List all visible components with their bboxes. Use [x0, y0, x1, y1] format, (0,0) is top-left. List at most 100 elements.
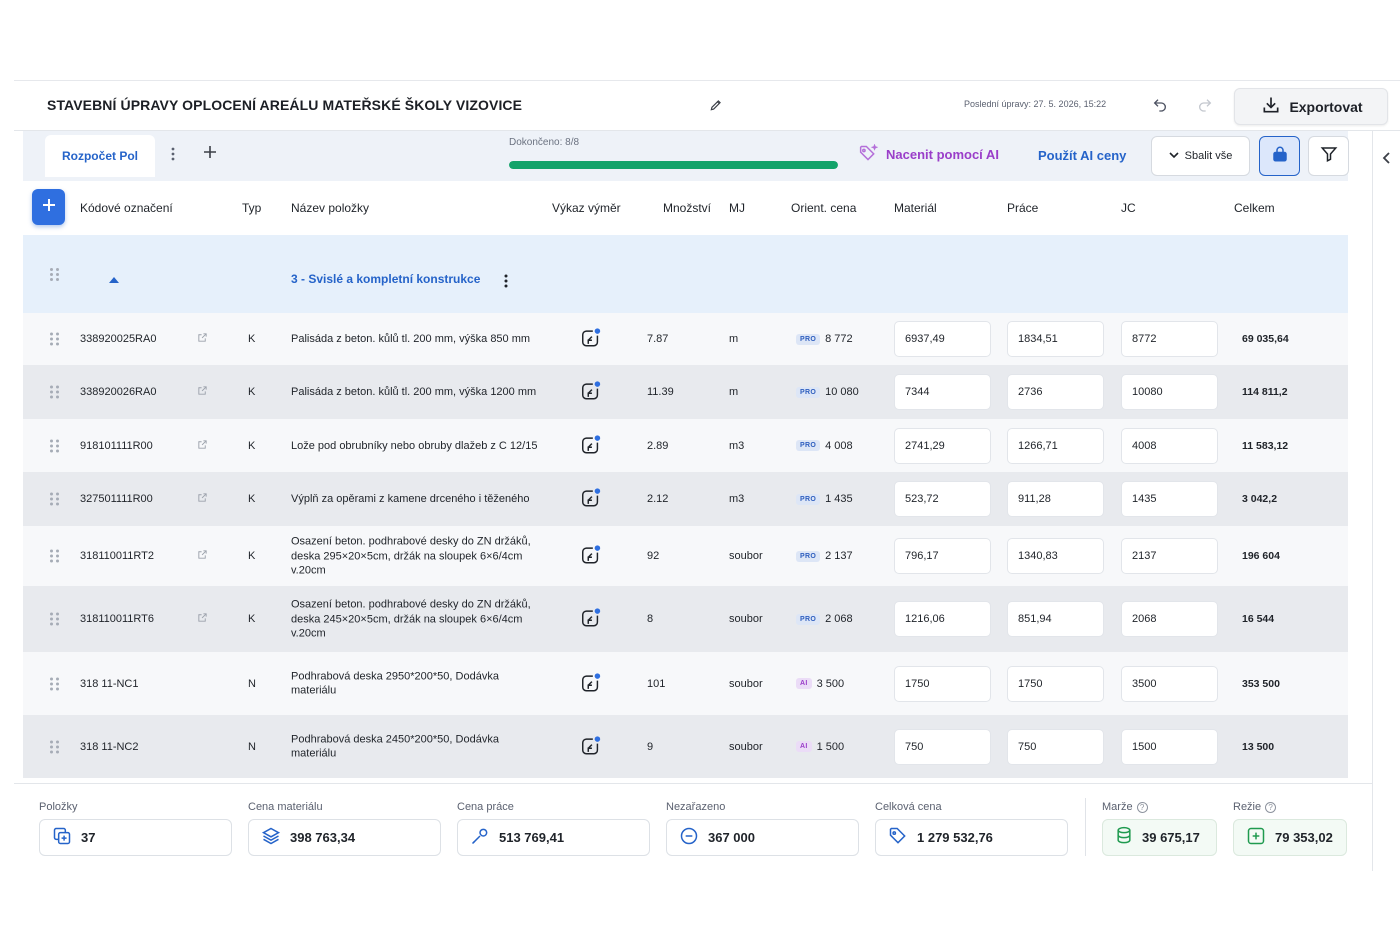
group-title[interactable]: 3 - Svislé a kompletní konstrukce: [291, 272, 481, 286]
unit-price-input[interactable]: 1500: [1121, 728, 1218, 765]
col-material[interactable]: Materiál: [894, 201, 937, 215]
unit-price-input[interactable]: 10080: [1121, 374, 1218, 410]
item-code[interactable]: 318110011RT6: [80, 613, 155, 625]
material-input[interactable]: 523,72: [894, 481, 991, 517]
item-code[interactable]: 338920026RA0: [80, 386, 157, 398]
drag-handle-icon[interactable]: [50, 268, 59, 281]
item-name[interactable]: Osazení beton. podhrabové desky do ZN dr…: [291, 598, 531, 640]
table-row[interactable]: 318 11-NC2 N Podhrabová deska 2450*200*50,…: [23, 715, 1348, 778]
item-code[interactable]: 318 11-NC1: [80, 677, 139, 690]
item-code[interactable]: 318110011RT2: [80, 550, 155, 562]
item-name[interactable]: Výplň za opěrami z kamene drceného i těž…: [291, 492, 530, 505]
labor-input[interactable]: 911,28: [1007, 481, 1104, 517]
measurement-note-icon[interactable]: [580, 433, 602, 458]
item-name[interactable]: Osazení beton. podhrabové desky do ZN dr…: [291, 535, 531, 577]
item-code[interactable]: 327501111R00: [80, 493, 153, 505]
item-code[interactable]: 918101111R00: [80, 439, 153, 452]
measurement-note-icon[interactable]: [580, 327, 602, 352]
labor-input[interactable]: 1834,51: [1007, 321, 1104, 357]
pencil-icon[interactable]: [709, 98, 723, 117]
col-vykaz[interactable]: Výkaz výměr: [552, 201, 621, 215]
col-qty[interactable]: Množství: [663, 201, 712, 215]
external-link-icon[interactable]: [197, 439, 208, 453]
material-input[interactable]: 7344: [894, 374, 991, 410]
drag-handle-icon[interactable]: [50, 740, 59, 753]
unit-price-input[interactable]: 3500: [1121, 665, 1218, 702]
table-row[interactable]: 338920026RA0 K Palisáda z beton. kůlů tl. …: [23, 365, 1348, 419]
drag-handle-icon[interactable]: [50, 332, 59, 346]
labor-input[interactable]: 851,94: [1007, 601, 1104, 637]
external-link-icon[interactable]: [197, 612, 208, 626]
table-row[interactable]: 318 11-NC1 N Podhrabová deska 2950*200*50,…: [23, 652, 1348, 715]
item-name[interactable]: Podhrabová deska 2950*200*50, Dodávka ma…: [291, 670, 499, 697]
labor-input[interactable]: 1266,71: [1007, 427, 1104, 464]
material-input[interactable]: 1216,06: [894, 601, 991, 637]
item-code[interactable]: 318 11-NC2: [80, 740, 139, 753]
collapse-all-button[interactable]: Sbalit vše: [1151, 136, 1250, 176]
material-input[interactable]: 1750: [894, 665, 991, 702]
table-row[interactable]: 918101111R00 K Lože pod obrubníky nebo obr…: [23, 419, 1348, 472]
material-input[interactable]: 796,17: [894, 538, 991, 574]
help-icon[interactable]: ?: [1265, 801, 1277, 813]
measurement-note-icon[interactable]: [580, 380, 602, 405]
measurement-note-icon[interactable]: [580, 487, 602, 512]
unit-price-input[interactable]: 1435: [1121, 481, 1218, 517]
filter-button[interactable]: [1308, 136, 1349, 176]
group-more-icon[interactable]: [504, 273, 508, 294]
summary-box[interactable]: 79 353,02: [1233, 819, 1347, 856]
unit-price-input[interactable]: 4008: [1121, 427, 1218, 464]
col-orient[interactable]: Orient. cena: [791, 201, 857, 215]
external-link-icon[interactable]: [197, 385, 208, 399]
lock-button[interactable]: [1259, 136, 1300, 176]
measurement-note-icon[interactable]: [580, 544, 602, 569]
redo-icon[interactable]: [1197, 97, 1213, 118]
item-name[interactable]: Lože pod obrubníky nebo obruby dlažeb z …: [291, 439, 538, 452]
drag-handle-icon[interactable]: [50, 677, 59, 690]
labor-input[interactable]: 1750: [1007, 665, 1104, 702]
labor-input[interactable]: 1340,83: [1007, 538, 1104, 574]
drag-handle-icon[interactable]: [50, 612, 59, 626]
drag-handle-icon[interactable]: [50, 492, 59, 506]
caret-up-icon[interactable]: [109, 277, 119, 283]
add-item-button[interactable]: [32, 189, 65, 225]
labor-input[interactable]: 750: [1007, 728, 1104, 765]
unit-price-input[interactable]: 2137: [1121, 538, 1218, 574]
measurement-note-icon[interactable]: [580, 734, 602, 759]
tab-rozpocet-pol[interactable]: Rozpočet Pol: [45, 135, 155, 177]
add-tab-icon[interactable]: [203, 145, 217, 164]
material-input[interactable]: 2741,29: [894, 427, 991, 464]
item-name[interactable]: Podhrabová deska 2450*200*50, Dodávka ma…: [291, 733, 499, 760]
col-prace[interactable]: Práce: [1007, 201, 1039, 215]
table-row[interactable]: 318110011RT2 K Osazení beton. podhrabové d…: [23, 526, 1348, 586]
drag-handle-icon[interactable]: [50, 549, 59, 563]
item-name[interactable]: Palisáda z beton. kůlů tl. 200 mm, výška…: [291, 332, 531, 345]
external-link-icon[interactable]: [197, 492, 208, 506]
col-code[interactable]: Kódové označení: [80, 201, 173, 215]
ai-price-button[interactable]: Nacenit pomocí AI: [858, 143, 999, 165]
col-total[interactable]: Celkem: [1234, 201, 1275, 215]
col-type[interactable]: Typ: [242, 201, 262, 215]
unit-price-input[interactable]: 2068: [1121, 601, 1218, 637]
chevron-left-icon[interactable]: [1382, 151, 1392, 169]
external-link-icon[interactable]: [197, 549, 208, 563]
col-name[interactable]: Název položky: [291, 201, 370, 215]
item-code[interactable]: 338920025RA0: [80, 333, 157, 345]
table-row[interactable]: 318110011RT6 K Osazení beton. podhrabové d…: [23, 586, 1348, 652]
drag-handle-icon[interactable]: [50, 439, 59, 452]
item-name[interactable]: Palisáda z beton. kůlů tl. 200 mm, výška…: [291, 385, 537, 398]
external-link-icon[interactable]: [197, 332, 208, 346]
use-ai-prices-button[interactable]: Použít AI ceny: [1038, 148, 1127, 163]
material-input[interactable]: 6937,49: [894, 321, 991, 357]
undo-icon[interactable]: [1152, 97, 1168, 118]
table-row[interactable]: 338920025RA0 K Palisáda z beton. kůlů tl. …: [23, 313, 1348, 365]
drag-handle-icon[interactable]: [50, 385, 59, 399]
table-row[interactable]: 327501111R00 K Výplň za opěrami z kamene d…: [23, 472, 1348, 526]
measurement-note-icon[interactable]: [580, 671, 602, 696]
material-input[interactable]: 750: [894, 728, 991, 765]
export-button[interactable]: Exportovat: [1234, 88, 1388, 125]
summary-box[interactable]: 39 675,17: [1102, 819, 1217, 856]
col-mj[interactable]: MJ: [729, 201, 745, 215]
measurement-note-icon[interactable]: [580, 607, 602, 632]
unit-price-input[interactable]: 8772: [1121, 321, 1218, 357]
labor-input[interactable]: 2736: [1007, 374, 1104, 410]
